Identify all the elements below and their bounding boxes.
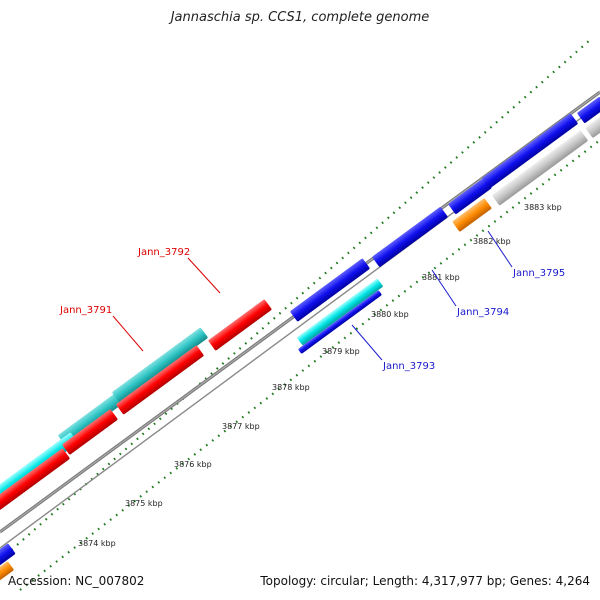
- gene-block-cyan: [297, 278, 383, 346]
- gene-block-teal: [112, 327, 208, 403]
- scale-label: 3882 kbp: [473, 237, 511, 246]
- scale-label: 3878 kbp: [272, 383, 310, 392]
- scale-label: 3876 kbp: [174, 460, 212, 469]
- accession-text: Accession: NC_007802: [8, 574, 145, 588]
- gene-block-gray: [585, 116, 600, 138]
- gene-leader-line: [112, 315, 144, 352]
- scale-label: 3879 kbp: [322, 347, 360, 356]
- genome-summary: Topology: circular; Length: 4,317,977 bp…: [260, 574, 590, 588]
- gene-block-blue: [290, 258, 370, 322]
- gene-block-blue: [577, 97, 600, 123]
- scale-labels: 3874 kbp 3875 kbp 3876 kbp 3877 kbp 3878 kbp…: [78, 203, 562, 548]
- gene-block-red: [208, 299, 272, 351]
- gene-label: Jann_3791: [59, 305, 112, 316]
- gene-block-blue: [0, 543, 16, 567]
- gene-leader-line: [187, 257, 221, 294]
- gene-label: Jann_3795: [512, 268, 565, 279]
- gene-labels: Jann_3792 Jann_3791 Jann_3795 Jann_3794 Jann…: [59, 230, 565, 372]
- gene-leader-line: [431, 269, 457, 307]
- gene-block-gray: [492, 130, 588, 206]
- gene-block-red: [0, 448, 70, 512]
- gene-block-red: [62, 409, 118, 455]
- scale-label: 3877 kbp: [222, 422, 260, 431]
- gene-block-orange: [452, 198, 492, 232]
- gene-label: Jann_3794: [456, 307, 509, 318]
- gene-block-blue: [482, 113, 578, 189]
- gene-leader-line: [351, 324, 383, 361]
- scale-label: 3881 kbp: [422, 273, 460, 282]
- scale-label: 3875 kbp: [125, 499, 163, 508]
- gene-block-blue: [298, 290, 382, 354]
- gene-features: [0, 97, 600, 583]
- gene-block-orange: [0, 561, 14, 583]
- scale-label: 3874 kbp: [78, 539, 116, 548]
- gene-leader-line: [487, 230, 513, 268]
- gene-block-red: [116, 345, 204, 415]
- gene-block-blue: [372, 207, 448, 267]
- gene-label: Jann_3793: [382, 361, 435, 372]
- inner-tick-ring: [19, 139, 600, 591]
- scale-label: 3880 kbp: [371, 310, 409, 319]
- gene-block-cyan: [0, 432, 78, 508]
- gene-block-blue: [448, 178, 492, 214]
- scale-label: 3883 kbp: [524, 203, 562, 212]
- gene-label: Jann_3792: [137, 247, 190, 258]
- map-title: Jannaschia sp. CCS1, complete genome: [170, 10, 430, 25]
